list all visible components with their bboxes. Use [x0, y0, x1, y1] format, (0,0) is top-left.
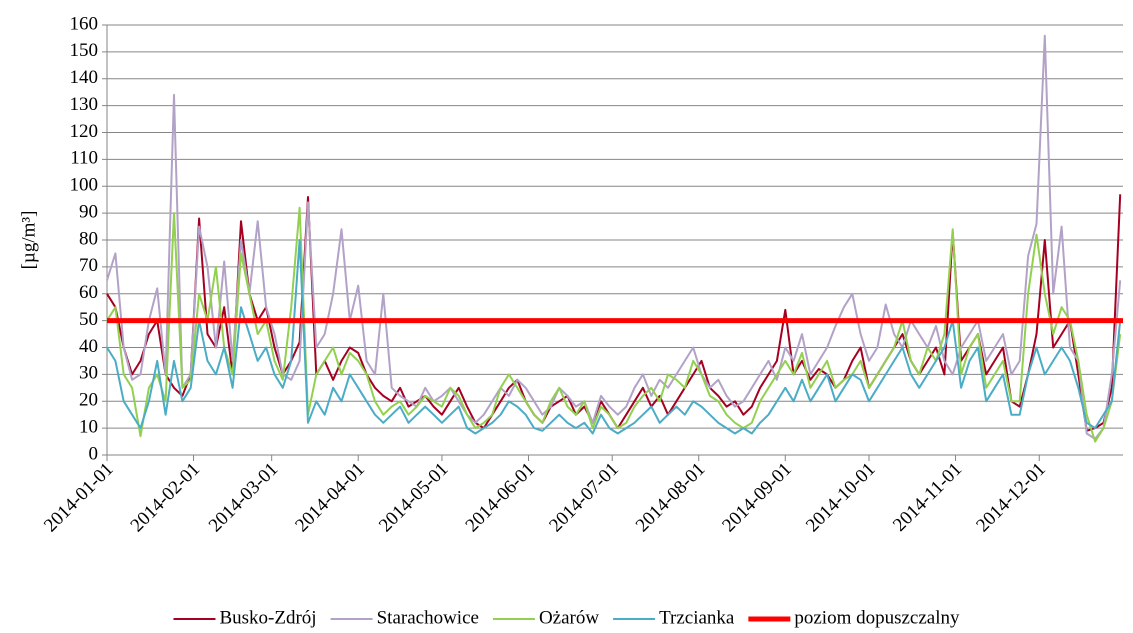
y-axis-label: [µg/m³]: [18, 211, 39, 270]
x-tick-label: 2014-05-01: [375, 459, 453, 537]
x-tick-label: 2014-10-01: [802, 459, 880, 537]
series-line: [106, 239, 1122, 435]
y-tick-label: 80: [79, 228, 98, 249]
legend-label: poziom dopuszczalny: [794, 607, 960, 628]
y-tick-label: 130: [70, 94, 99, 115]
x-tick-label: 2014-09-01: [718, 459, 796, 537]
y-tick-label: 60: [79, 282, 98, 303]
x-tick-label: 2014-07-01: [545, 459, 623, 537]
x-tick-label: 2014-12-01: [972, 459, 1050, 537]
y-tick-label: 20: [79, 390, 98, 411]
y-tick-label: 140: [70, 67, 99, 88]
x-tick-label: 2014-04-01: [291, 459, 369, 537]
series-line: [106, 206, 1122, 443]
legend-label: Starachowice: [377, 607, 479, 628]
y-tick-label: 30: [79, 363, 98, 384]
x-tick-label: 2014-08-01: [632, 459, 710, 537]
legend: Busko-Zdrój Starachowice Ożarów Trzcianka po…: [173, 607, 960, 628]
legend-label: Trzcianka: [659, 607, 735, 628]
y-tick-label: 120: [70, 121, 99, 142]
x-tick-label: 2014-11-01: [889, 459, 966, 536]
legend-label: Busko-Zdrój: [219, 607, 316, 628]
y-tick-label: 160: [70, 13, 99, 34]
y-tick-label: 70: [79, 255, 98, 276]
y-tick-label: 50: [79, 309, 98, 330]
x-tick-label: 2014-06-01: [462, 459, 540, 537]
x-tick-label: 2014-03-01: [205, 459, 283, 537]
y-tick-label: 100: [70, 175, 99, 196]
y-tick-label: 10: [79, 416, 98, 437]
legend-label: Ożarów: [539, 607, 599, 628]
y-tick-label: 110: [70, 148, 98, 169]
y-tick-label: 90: [79, 201, 98, 222]
series-line: [106, 34, 1122, 440]
y-tick-label: 40: [79, 336, 98, 357]
y-tick-label: 0: [89, 443, 99, 464]
x-tick-label: 2014-01-01: [40, 459, 118, 537]
x-tick-label: 2014-02-01: [127, 459, 205, 537]
y-tick-label: 150: [70, 40, 99, 61]
